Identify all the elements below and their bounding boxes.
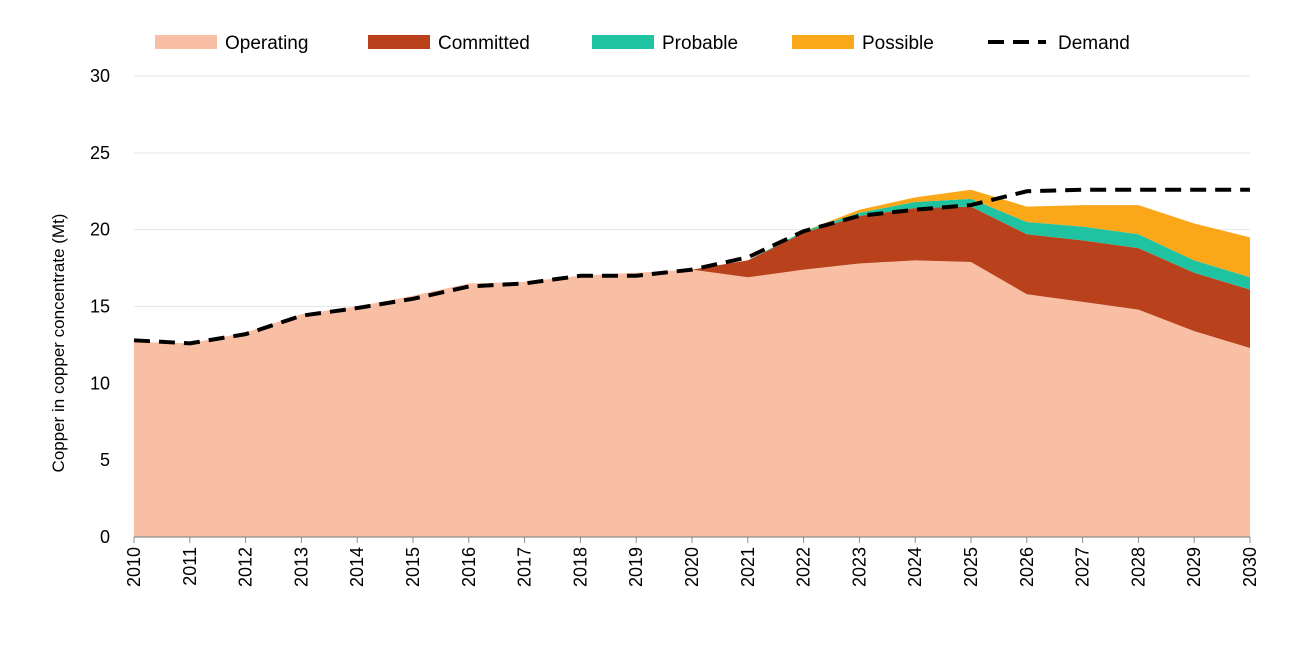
y-tick-label: 25 [90,143,110,163]
x-tick-label: 2025 [961,547,981,587]
legend-item-probable: Probable [592,33,738,54]
legend-label: Possible [862,33,934,54]
legend-item-demand: Demand [988,33,1130,54]
demand-layer [133,187,1250,346]
x-tick-label: 2016 [459,547,479,587]
x-tick-label: 2012 [236,547,256,587]
demand-line [133,187,1250,346]
x-tick-label: 2022 [794,547,814,587]
legend: Operating Committed Probable Possible Demand [155,33,1130,54]
x-tick-label: 2019 [626,547,646,587]
x-tick-label: 2011 [180,547,200,586]
y-tick-label: 5 [100,450,110,470]
y-tick-label: 15 [90,297,110,317]
legend-swatch [792,35,854,49]
legend-item-operating: Operating [155,33,308,54]
legend-label: Committed [438,33,530,54]
x-tick-label: 2018 [570,547,590,587]
y-tick-label: 20 [90,220,110,240]
legend-label: Operating [225,33,308,54]
area-operating [134,260,1250,537]
x-tick-label: 2015 [403,547,423,587]
x-tick-label: 2030 [1240,547,1260,587]
y-tick-label: 30 [90,66,110,86]
y-tick-label: 10 [90,373,110,393]
y-tick-label: 0 [100,527,110,547]
x-tick-label: 2017 [515,547,535,587]
legend-item-possible: Possible [792,33,934,54]
stacked-areas [134,189,1250,537]
area-committed [134,206,1250,348]
legend-swatch [592,35,654,49]
x-tick-label: 2013 [291,547,311,587]
legend-label: Demand [1058,33,1130,54]
x-tick-label: 2027 [1073,547,1093,587]
x-tick-label: 2023 [849,547,869,587]
x-tick-label: 2026 [1017,547,1037,587]
x-tick-label: 2010 [124,547,144,587]
x-tick-label: 2020 [682,547,702,587]
legend-swatch [155,35,217,49]
x-tick-label: 2029 [1184,547,1204,587]
legend-swatch [368,35,430,49]
legend-item-committed: Committed [368,33,530,54]
x-tick-label: 2014 [347,547,367,587]
y-axis-title: Copper in copper concentrate (Mt) [49,214,68,473]
x-tick-label: 2028 [1128,547,1148,587]
legend-label: Probable [662,33,738,54]
x-tick-label: 2024 [905,547,925,587]
x-tick-label: 2021 [738,547,758,587]
